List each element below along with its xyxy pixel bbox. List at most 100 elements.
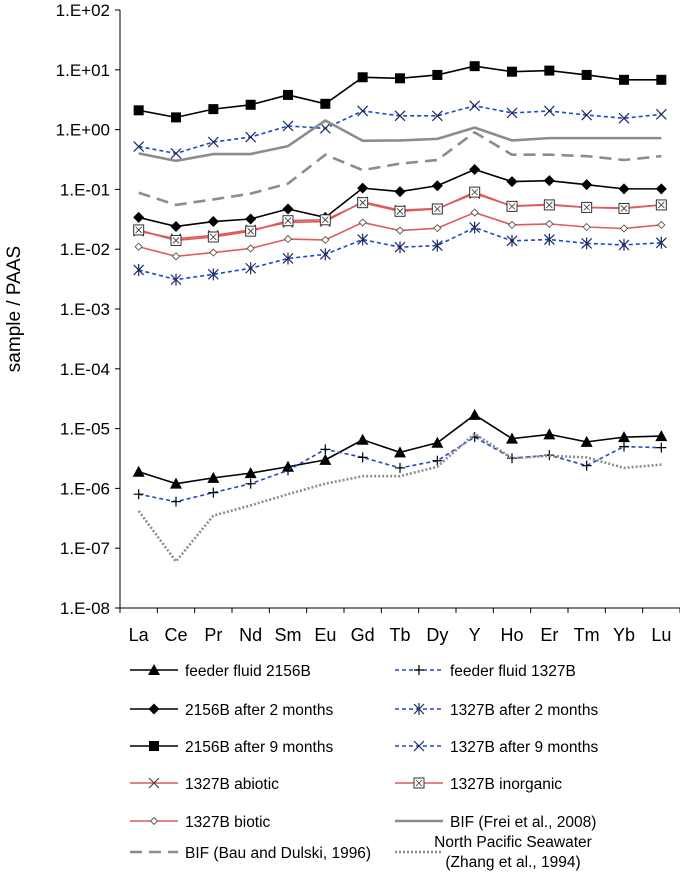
series-8: [134, 208, 666, 261]
legend-marker: [413, 777, 425, 789]
y-tick-label: 1.E+02: [56, 1, 110, 20]
series-4: [133, 61, 667, 123]
data-point: [618, 238, 630, 251]
data-point: [320, 444, 331, 455]
legend-entry: 2156B after 9 months: [130, 739, 333, 756]
y-tick-labels: 1.E+02 1.E+01 1.E+00 1.E-01 1.E-02 1.E-03 1.E-…: [56, 1, 120, 618]
data-point: [357, 452, 368, 463]
data-point: [507, 220, 517, 230]
data-point: [282, 203, 294, 215]
data-point: [506, 432, 518, 444]
legend: feeder fluid 2156B feeder fluid 1327B 2156…: [130, 663, 598, 871]
data-point: [618, 183, 630, 195]
data-point: [506, 107, 518, 119]
data-point: [357, 182, 369, 194]
x-tick-label: Lu: [651, 625, 671, 645]
data-point: [170, 220, 182, 232]
legend-label: 1327B inorganic: [450, 776, 562, 793]
data-point: [581, 179, 593, 191]
legend-label: 1327B after 9 months: [450, 739, 598, 756]
data-point: [655, 430, 668, 442]
data-point: [543, 428, 556, 440]
legend-label-line2: (Zhang et al., 1994): [445, 854, 580, 871]
data-point: [245, 262, 257, 275]
legend-entry: 1327B abiotic: [130, 776, 279, 793]
data-point: [245, 478, 256, 489]
legend-marker: [149, 816, 159, 826]
legend-label: feeder fluid 2156B: [185, 663, 311, 680]
data-point: [207, 471, 220, 483]
legend-entry: BIF (Frei et al., 2008): [395, 814, 596, 831]
data-point: [244, 467, 257, 479]
data-point: [282, 215, 294, 227]
data-point: [245, 131, 257, 143]
legend-marker: [148, 664, 160, 675]
x-tick-label: Nd: [239, 625, 262, 645]
data-point: [469, 100, 481, 112]
data-point: [357, 105, 369, 117]
series-0: [132, 408, 668, 489]
data-point: [170, 273, 182, 286]
series-9: [138, 119, 662, 163]
data-point: [433, 224, 442, 233]
x-tick-label: Y: [469, 625, 481, 645]
data-point: [469, 164, 481, 176]
data-point: [283, 234, 293, 244]
data-point: [656, 74, 667, 85]
data-point: [133, 211, 145, 223]
data-point: [394, 186, 406, 198]
x-tick-label: Ho: [500, 625, 523, 645]
data-point: [657, 220, 666, 230]
x-tick-label: Ce: [164, 625, 187, 645]
data-point: [357, 233, 369, 246]
data-point: [170, 147, 182, 159]
legend-entry: 2156B after 2 months: [130, 702, 333, 719]
data-point: [618, 431, 630, 443]
series-line: [137, 432, 662, 563]
data-point: [171, 252, 181, 261]
data-point: [207, 231, 219, 243]
data-point: [432, 455, 443, 466]
x-tick-labels: La Ce Pr Nd Sm Eu Gd Tb Dy Y Ho Er Tm Yb Lu: [119, 608, 680, 645]
legend-label: 1327B biotic: [185, 814, 271, 831]
data-point: [580, 435, 593, 447]
data-point: [470, 208, 479, 217]
data-point: [506, 234, 518, 247]
data-point: [208, 104, 219, 115]
data-point: [245, 213, 257, 225]
series-7: [133, 186, 667, 246]
x-tick-label: Eu: [314, 625, 336, 645]
data-point: [507, 453, 517, 464]
y-tick-label: 1.E-01: [60, 180, 110, 199]
x-tick-label: Er: [540, 625, 558, 645]
data-point: [171, 112, 181, 123]
data-point: [507, 66, 517, 77]
data-point: [581, 237, 593, 250]
legend-label: 1327B abiotic: [185, 776, 279, 793]
y-tick-label: 1.E-06: [60, 479, 110, 498]
legend-label: BIF (Bau and Dulski, 1996): [185, 845, 371, 862]
y-tick-label: 1.E+00: [56, 121, 110, 140]
y-tick-label: 1.E-08: [60, 599, 110, 618]
x-tick-label: Tm: [574, 625, 600, 645]
axes: [119, 10, 680, 609]
data-point: [619, 224, 629, 233]
legend-marker: [414, 665, 424, 675]
data-point: [319, 453, 332, 465]
data-point: [207, 136, 219, 148]
x-tick-label: Sm: [275, 625, 302, 645]
data-point: [357, 72, 368, 83]
legend-entry: feeder fluid 2156B: [130, 663, 311, 680]
data-point: [170, 234, 182, 246]
data-point: [208, 487, 219, 498]
series-2: [133, 164, 667, 232]
data-point: [506, 200, 518, 212]
data-point: [431, 180, 443, 192]
data-point: [543, 105, 555, 117]
data-point: [544, 65, 555, 76]
data-point: [394, 446, 406, 458]
legend-entry: 1327B after 2 months: [395, 702, 598, 719]
data-point: [581, 201, 593, 213]
data-point: [319, 248, 331, 261]
